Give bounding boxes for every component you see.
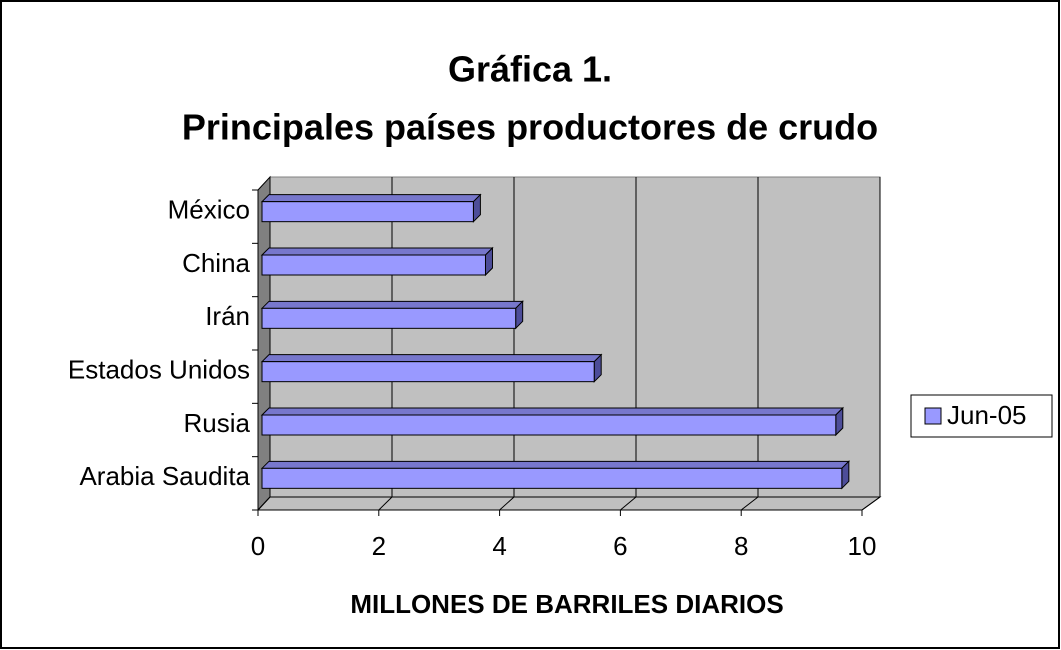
y-tick-label: Rusia <box>184 408 251 438</box>
chart-subtitle: Principales países productores de crudo <box>182 107 878 148</box>
bar <box>261 254 486 276</box>
back-wall <box>269 176 881 498</box>
legend-label: Jun-05 <box>947 400 1027 430</box>
x-tick-label: 2 <box>372 531 386 561</box>
x-tick-label: 4 <box>492 531 506 561</box>
x-tick-label: 8 <box>734 531 748 561</box>
floor <box>256 496 882 511</box>
bar-top <box>260 247 494 256</box>
bar <box>261 467 843 489</box>
floor-grid-line <box>740 496 759 511</box>
y-tick-label: México <box>168 195 250 225</box>
side-wall <box>257 175 271 512</box>
legend-swatch <box>924 407 942 425</box>
floor-grid-line <box>378 496 393 511</box>
bar-top <box>260 460 851 469</box>
bar-top <box>260 300 524 309</box>
bar <box>261 361 595 383</box>
bar-top <box>260 194 482 203</box>
x-tick-label: 10 <box>848 531 877 561</box>
floor-grid-line <box>620 496 637 511</box>
bar-top <box>260 407 845 416</box>
y-tick-label: China <box>182 248 250 278</box>
bar-top <box>260 354 603 363</box>
bar <box>261 201 474 223</box>
floor-grid-line <box>499 496 515 511</box>
floor-grid-line <box>257 496 271 511</box>
floor-grid-line <box>861 496 881 511</box>
y-tick-label: Arabia Saudita <box>79 461 250 491</box>
chart-title: Gráfica 1. <box>448 49 612 90</box>
y-tick-label: Irán <box>205 301 250 331</box>
bar <box>261 307 517 329</box>
x-tick-label: 0 <box>251 531 265 561</box>
y-tick-label: Estados Unidos <box>68 355 250 385</box>
x-tick-label: 6 <box>613 531 627 561</box>
x-axis-label: MILLONES DE BARRILES DIARIOS <box>350 589 783 619</box>
bar <box>261 414 837 436</box>
